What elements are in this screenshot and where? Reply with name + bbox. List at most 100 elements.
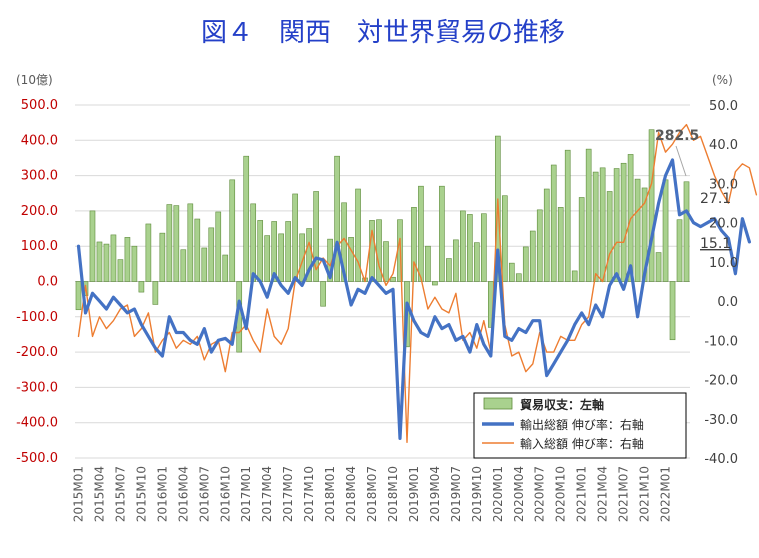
legend: 貿易収支：左軸 輸出総額 伸び率：右軸 輸入総額 伸び率：右軸	[473, 392, 687, 459]
balance-bar	[264, 235, 271, 282]
x-tick-label: 2018M10	[386, 466, 400, 522]
x-tick-label: 2020M10	[554, 466, 568, 522]
balance-bar	[194, 218, 201, 282]
balance-bar	[425, 245, 431, 282]
x-tick-label: 2016M07	[197, 466, 211, 522]
left-axis-unit: (10億)	[16, 73, 53, 87]
annotation-export: 15.1	[700, 236, 731, 252]
x-tick-label: 2019M04	[428, 466, 442, 522]
left-tick-label: 500.0	[21, 98, 58, 113]
balance-bar	[243, 155, 250, 282]
x-tick-label: 2015M01	[72, 466, 86, 522]
balance-bar	[166, 204, 173, 282]
x-tick-label: 2017M10	[302, 466, 316, 522]
balance-bar	[515, 273, 522, 282]
x-tick-label: 2018M07	[365, 466, 379, 522]
x-tick-label: 2018M01	[323, 466, 337, 522]
balance-bar	[152, 281, 159, 305]
balance-bar	[313, 191, 319, 282]
left-tick-label: 300.0	[21, 169, 58, 184]
balance-bar	[173, 205, 180, 282]
x-tick-label: 2020M04	[512, 466, 526, 522]
balance-bar	[138, 281, 145, 293]
x-tick-label: 2017M07	[281, 466, 295, 522]
balance-bar	[467, 214, 473, 282]
balance-bar	[250, 203, 257, 282]
right-tick-label: 0.0	[717, 295, 738, 310]
left-tick-label: -100.0	[16, 310, 58, 325]
right-tick-label: -40.0	[704, 452, 738, 467]
x-tick-label: 2016M10	[218, 466, 232, 522]
legend-import-label: 輸入総額 伸び率：右軸	[520, 436, 644, 451]
x-tick-label: 2017M04	[260, 466, 274, 522]
balance-bar	[662, 179, 669, 282]
right-tick-label: -30.0	[704, 413, 738, 428]
right-tick-label: 20.0	[709, 217, 738, 232]
right-tick-label: -20.0	[704, 374, 738, 389]
balance-bar	[620, 162, 627, 282]
balance-bar	[571, 270, 578, 282]
left-tick-label: -300.0	[16, 380, 58, 395]
x-tick-label: 2021M01	[575, 466, 589, 522]
balance-bar	[145, 223, 152, 282]
balance-bar	[508, 262, 515, 282]
left-tick-label: 400.0	[21, 133, 58, 148]
balance-bar	[348, 237, 354, 282]
balance-bar	[564, 149, 571, 282]
balance-bar	[460, 210, 466, 282]
balance-bar	[180, 249, 187, 282]
balance-bar	[669, 281, 676, 341]
import-growth-line	[77, 123, 758, 443]
balance-bar	[648, 129, 655, 282]
balance-bar	[187, 203, 194, 282]
annotation-import: 27.1	[700, 191, 731, 207]
balance-bar	[110, 234, 117, 282]
balance-bar	[592, 171, 599, 282]
x-tick-label: 2022M01	[659, 466, 673, 522]
right-tick-label: 40.0	[709, 138, 738, 153]
balance-bar	[536, 209, 543, 282]
x-tick-label: 2019M07	[449, 466, 463, 522]
balance-bar	[222, 254, 229, 282]
balance-bar	[369, 220, 375, 282]
balance-bar	[103, 243, 110, 282]
balance-bar	[432, 281, 438, 286]
right-tick-label: -10.0	[704, 334, 738, 349]
balance-bar	[411, 207, 417, 282]
balance-bar	[383, 241, 389, 282]
balance-bar	[292, 193, 298, 282]
left-tick-label: 200.0	[21, 204, 58, 219]
x-tick-label: 2015M07	[113, 466, 127, 522]
balance-bar	[271, 221, 277, 282]
x-tick-label: 2021M07	[617, 466, 631, 522]
x-tick-label: 2018M04	[344, 466, 358, 522]
x-tick-label: 2015M04	[93, 466, 107, 522]
balance-bar	[634, 178, 641, 282]
balance-bar	[390, 276, 396, 282]
balance-bar	[96, 241, 103, 282]
balance-bar	[453, 239, 459, 282]
right-axis-unit: (%)	[712, 73, 733, 87]
balance-bar	[446, 258, 452, 282]
balance-bar	[229, 179, 236, 282]
x-axis: 2015M01 2015M04 2015M07 2015M10 2016M01 2016M…	[72, 466, 673, 522]
left-tick-label: -400.0	[16, 416, 58, 431]
left-tick-label: -200.0	[16, 345, 58, 360]
annotation-balance: 282.5	[655, 128, 699, 144]
balance-bar	[529, 230, 536, 282]
balance-bar	[75, 281, 82, 311]
balance-bar	[89, 210, 96, 282]
balance-bar	[439, 185, 445, 282]
x-tick-label: 2021M10	[638, 466, 652, 522]
left-tick-label: 100.0	[21, 239, 58, 254]
balance-bar	[320, 281, 326, 307]
balance-bar	[501, 195, 508, 282]
balance-bar	[606, 191, 613, 282]
balance-bar	[334, 155, 340, 282]
balance-bar	[543, 188, 550, 282]
balance-bar	[557, 207, 564, 282]
export-growth-line	[76, 158, 752, 440]
balance-bar	[550, 164, 557, 282]
x-tick-label: 2016M01	[155, 466, 169, 522]
